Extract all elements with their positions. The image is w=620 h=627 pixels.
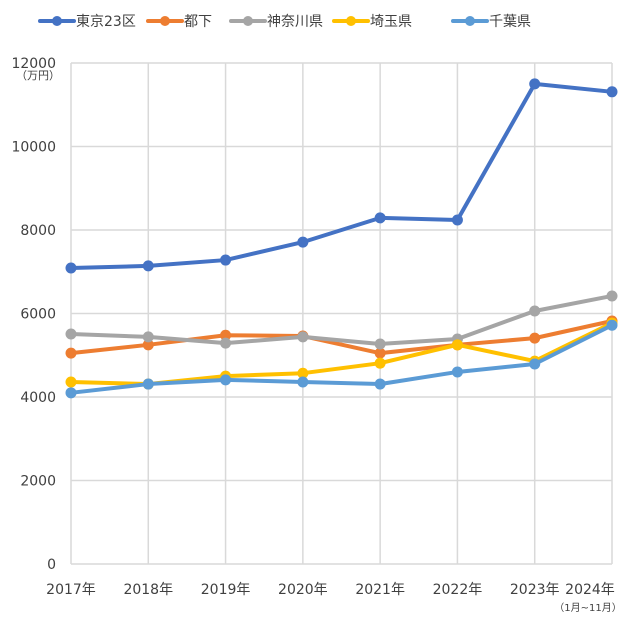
x-tick-label: 2019年 xyxy=(201,582,251,598)
x-tick-label: 2022年 xyxy=(433,582,483,598)
data-point xyxy=(142,378,154,390)
data-point xyxy=(374,212,386,224)
x-tick-label: 2024年 xyxy=(565,582,615,598)
y-axis-ticks: 0 2000 4000 6000 8000 10000 12000 xyxy=(11,56,56,573)
data-point xyxy=(529,78,541,90)
x-tick-label: 2020年 xyxy=(278,582,328,598)
legend-item: 千葉県 xyxy=(451,14,531,30)
y-tick-label: 12000 xyxy=(11,56,56,72)
y-tick-label: 10000 xyxy=(11,140,56,156)
legend: 東京23区 都下 神奈川県 埼玉県 千葉県 xyxy=(38,14,531,30)
legend-label: 埼玉県 xyxy=(370,14,412,30)
data-point xyxy=(220,337,232,349)
data-point xyxy=(65,262,77,274)
legend-marker xyxy=(52,16,62,26)
data-point xyxy=(142,260,154,272)
legend-item: 埼玉県 xyxy=(332,14,412,30)
y-tick-label: 2000 xyxy=(20,474,56,490)
y-tick-label: 8000 xyxy=(20,223,56,239)
series-line xyxy=(69,319,614,356)
data-point xyxy=(529,358,541,370)
data-point xyxy=(374,378,386,390)
data-point xyxy=(529,305,541,317)
data-point xyxy=(606,319,618,331)
data-point xyxy=(451,339,463,351)
data-point xyxy=(297,236,309,248)
legend-label: 都下 xyxy=(184,14,212,30)
data-point xyxy=(220,329,232,341)
data-point xyxy=(142,339,154,351)
series-1 xyxy=(65,78,618,274)
x-tick-label: 2021年 xyxy=(355,582,405,598)
series-line xyxy=(69,321,614,387)
data-point xyxy=(142,331,154,343)
x-tick-label: 2023年 xyxy=(510,582,560,598)
x-axis-ticks: 2017年 2018年 2019年 2020年 2021年 2022年 2023年 2024年… xyxy=(46,582,620,614)
data-point xyxy=(65,328,77,340)
series-line xyxy=(69,323,614,395)
data-point xyxy=(220,254,232,266)
data-point xyxy=(297,331,309,343)
data-point xyxy=(65,387,77,399)
legend-marker xyxy=(160,16,170,26)
y-tick-label: 4000 xyxy=(20,390,56,406)
data-point xyxy=(374,338,386,350)
legend-item: 神奈川県 xyxy=(229,14,323,30)
x-tick-label: 2017年 xyxy=(46,582,96,598)
data-point xyxy=(451,214,463,226)
series-group xyxy=(65,78,618,399)
data-point xyxy=(297,367,309,379)
y-tick-label: 6000 xyxy=(20,307,56,323)
data-point xyxy=(65,376,77,388)
series-line xyxy=(69,81,614,270)
data-point xyxy=(451,366,463,378)
legend-label: 東京23区 xyxy=(76,14,136,30)
legend-marker xyxy=(346,16,356,26)
series-line xyxy=(69,293,614,346)
legend-item: 都下 xyxy=(146,14,212,30)
legend-label: 神奈川県 xyxy=(267,14,323,30)
data-point xyxy=(374,357,386,369)
data-point xyxy=(65,347,77,359)
data-point xyxy=(220,374,232,386)
x-tick-note: （1月~11月） xyxy=(554,602,620,614)
legend-marker xyxy=(243,16,253,26)
data-point xyxy=(606,290,618,302)
data-point xyxy=(297,376,309,388)
x-tick-label: 2018年 xyxy=(123,582,173,598)
legend-item: 東京23区 xyxy=(38,14,136,30)
y-axis-unit-label: （万円） xyxy=(16,69,60,82)
data-point xyxy=(374,347,386,359)
y-tick-label: 0 xyxy=(47,557,56,573)
series-5 xyxy=(65,319,618,399)
legend-marker xyxy=(465,16,475,26)
data-point xyxy=(529,332,541,344)
data-point xyxy=(606,86,618,98)
legend-label: 千葉県 xyxy=(489,14,531,30)
